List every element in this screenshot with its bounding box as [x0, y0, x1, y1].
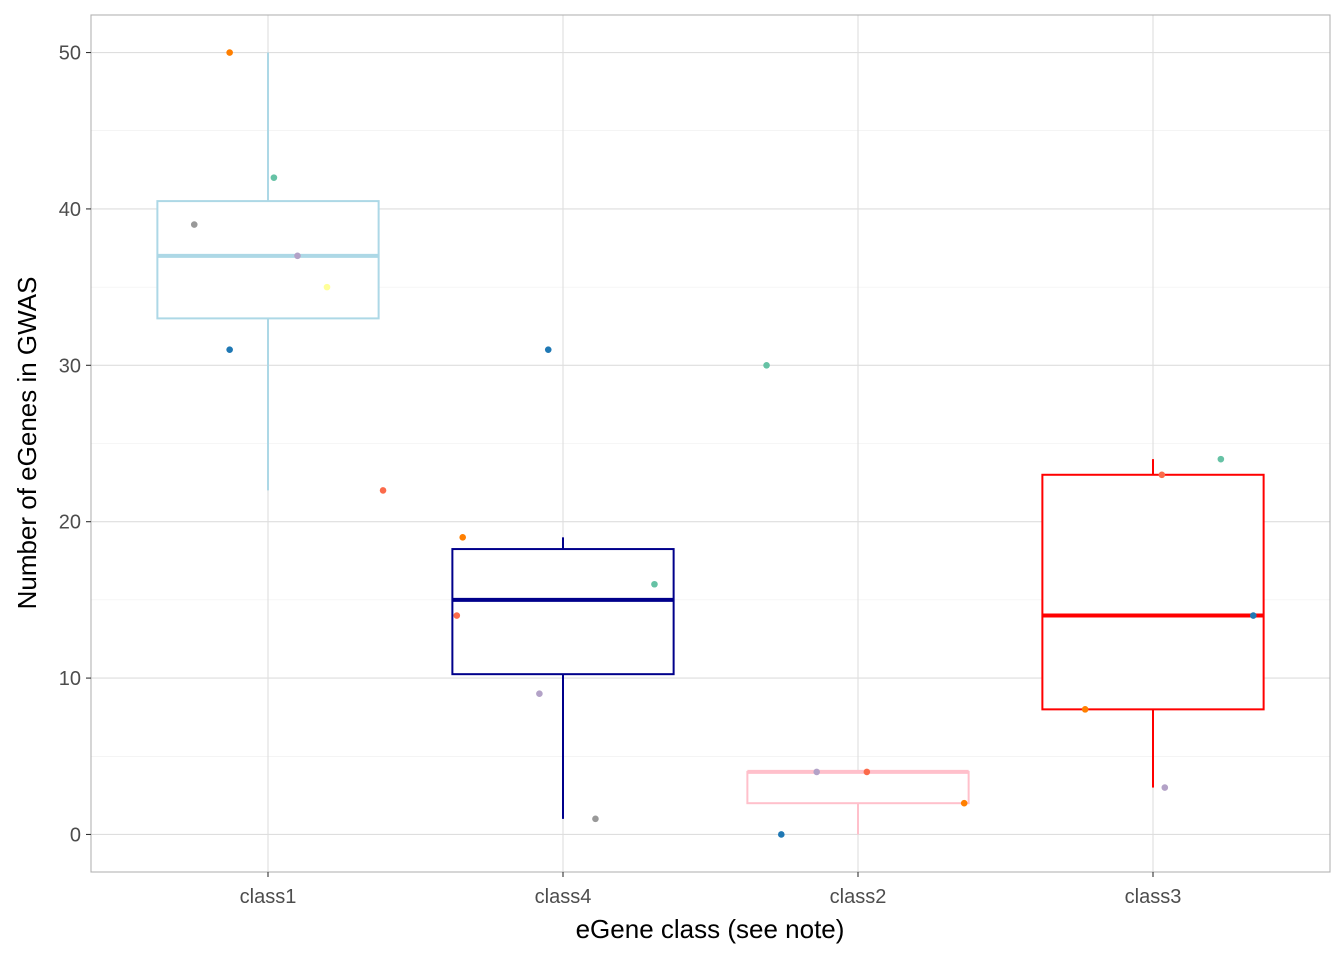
data-point: [536, 690, 543, 698]
box-class4: [451, 537, 675, 819]
box-body: [451, 548, 675, 676]
data-point: [270, 174, 278, 181]
data-point: [1158, 471, 1166, 479]
x-tick-label: class4: [535, 886, 592, 908]
data-point: [226, 346, 233, 353]
y-tick-label: 10: [59, 668, 81, 690]
box-body: [156, 200, 380, 320]
data-point: [863, 768, 871, 776]
points-layer: [190, 49, 1257, 838]
y-axis-title: Number of eGenes in GWAS: [12, 277, 42, 610]
x-tick-label: class1: [240, 886, 297, 908]
data-point: [1250, 612, 1257, 619]
data-point: [379, 487, 387, 494]
box-class1: [156, 52, 380, 491]
x-axis-ticks: class1 class4 class2 class3: [240, 872, 1182, 908]
boxes-layer: [156, 52, 1265, 835]
x-axis-title: eGene class (see note): [576, 914, 845, 944]
data-point: [960, 799, 968, 807]
y-tick-label: 0: [70, 824, 81, 846]
data-point: [1161, 784, 1169, 791]
data-point: [592, 815, 599, 823]
data-point: [544, 346, 552, 353]
y-axis-ticks: 0 10 20 30 40 50: [59, 43, 91, 846]
data-point: [323, 283, 331, 291]
y-tick-label: 50: [59, 43, 81, 65]
data-point: [459, 534, 467, 541]
box-body: [1041, 473, 1265, 711]
x-tick-label: class2: [830, 886, 887, 908]
data-point: [651, 580, 658, 588]
box-class3: [1041, 459, 1265, 788]
panel-border: [90, 14, 1331, 873]
y-tick-label: 30: [59, 355, 81, 377]
data-point: [813, 768, 820, 776]
box-body: [746, 770, 970, 805]
y-tick-label: 40: [59, 199, 81, 221]
x-tick-label: class3: [1125, 886, 1182, 908]
data-point: [763, 362, 770, 369]
data-point: [190, 221, 198, 228]
data-point: [1217, 455, 1225, 463]
data-point: [778, 831, 785, 838]
data-point: [294, 252, 301, 260]
y-tick-label: 20: [59, 512, 81, 534]
data-point: [453, 612, 461, 619]
data-point: [1081, 706, 1089, 713]
data-point: [226, 49, 233, 56]
box-class2: [746, 769, 970, 835]
